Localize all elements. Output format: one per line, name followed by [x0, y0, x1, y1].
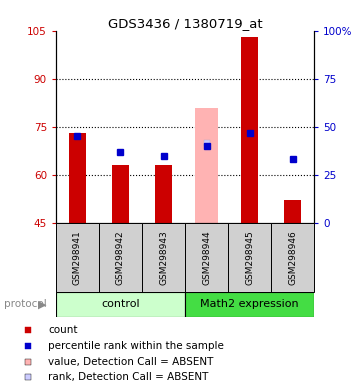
- Title: GDS3436 / 1380719_at: GDS3436 / 1380719_at: [108, 17, 262, 30]
- Text: control: control: [101, 299, 140, 310]
- Bar: [284, 200, 301, 223]
- Bar: [228, 223, 271, 292]
- Text: GSM298942: GSM298942: [116, 230, 125, 285]
- Bar: [185, 223, 228, 292]
- Text: Math2 expression: Math2 expression: [200, 299, 299, 310]
- Text: rank, Detection Call = ABSENT: rank, Detection Call = ABSENT: [48, 372, 209, 382]
- Bar: [241, 37, 258, 223]
- Text: GSM298945: GSM298945: [245, 230, 254, 285]
- Bar: [56, 223, 99, 292]
- Text: GSM298944: GSM298944: [202, 230, 211, 285]
- Text: value, Detection Call = ABSENT: value, Detection Call = ABSENT: [48, 357, 214, 367]
- Bar: [185, 292, 314, 317]
- Bar: [195, 108, 218, 223]
- Text: ▶: ▶: [38, 299, 47, 310]
- Bar: [271, 223, 314, 292]
- Text: count: count: [48, 326, 78, 336]
- Text: GSM298941: GSM298941: [73, 230, 82, 285]
- Bar: [99, 223, 142, 292]
- Bar: [112, 165, 129, 223]
- Bar: [69, 133, 86, 223]
- Text: percentile rank within the sample: percentile rank within the sample: [48, 341, 224, 351]
- Bar: [155, 165, 172, 223]
- Text: GSM298943: GSM298943: [159, 230, 168, 285]
- Text: protocol: protocol: [4, 299, 46, 310]
- Bar: [142, 223, 185, 292]
- Bar: [56, 292, 185, 317]
- Text: GSM298946: GSM298946: [288, 230, 297, 285]
